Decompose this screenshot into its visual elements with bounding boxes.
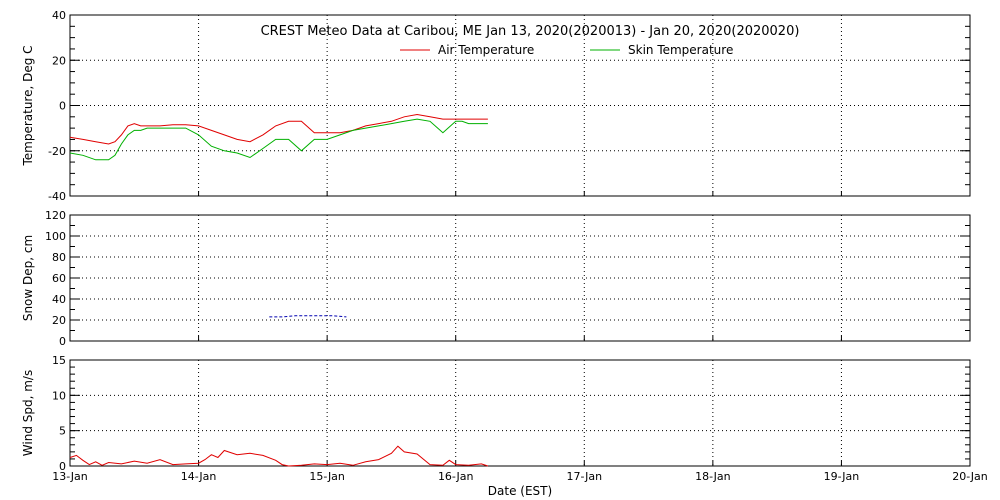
panel-1: -40 -20 0 20 40 Temperature, Deg C Air Tempera… — [21, 9, 971, 203]
y-tick-label: 15 — [52, 354, 66, 367]
y-tick-label: -40 — [48, 190, 66, 203]
panel-2: 0 20 40 60 80 100 120 Snow Dep, cm — [21, 209, 971, 348]
y-axis-label: Wind Spd, m/s — [21, 370, 35, 456]
x-tick-label: 15-Jan — [309, 470, 345, 483]
y-tick-label: 10 — [52, 389, 66, 402]
x-tick-label: 16-Jan — [438, 470, 474, 483]
x-tick-label: 14-Jan — [181, 470, 217, 483]
y-tick-label: 40 — [52, 293, 66, 306]
skin-temperature-line — [69, 118, 488, 161]
y-tick-label: 80 — [52, 251, 66, 264]
y-tick-label: 60 — [52, 272, 66, 285]
x-tick-label: 20-Jan — [952, 470, 988, 483]
legend-label: Skin Temperature — [628, 43, 733, 57]
y-tick-label: 120 — [45, 209, 66, 222]
x-tick-label: 18-Jan — [695, 470, 731, 483]
y-tick-label: -20 — [48, 145, 66, 158]
legend-label: Air Temperature — [438, 43, 534, 57]
y-tick-label: 20 — [52, 314, 66, 327]
series-line-1 — [69, 445, 489, 467]
y-tick-label: 40 — [52, 9, 66, 22]
air-temperature-line — [69, 113, 488, 145]
y-tick-label: 20 — [52, 54, 66, 67]
x-tick-label: 19-Jan — [824, 470, 860, 483]
x-axis-label: Date (EST) — [488, 484, 552, 498]
y-axis-label: Snow Dep, cm — [21, 235, 35, 321]
x-tick-label: 13-Jan — [52, 470, 88, 483]
y-tick-label: 5 — [59, 425, 66, 438]
chart-title: CREST Meteo Data at Caribou, ME Jan 13, … — [261, 24, 800, 39]
x-tick-label: 17-Jan — [567, 470, 603, 483]
plot-frame — [69, 359, 971, 467]
y-tick-label: 0 — [59, 100, 66, 113]
chart-panels: -40 -20 0 20 40 Temperature, Deg C Air Tempera… — [21, 9, 988, 483]
y-tick-label: 0 — [59, 335, 66, 348]
y-axis-label: Temperature, Deg C — [21, 45, 35, 166]
panel-3: 0 5 10 15 Wind Spd, m/s — [21, 354, 971, 473]
y-tick-label: 0 — [59, 460, 66, 473]
y-tick-label: 100 — [45, 230, 66, 243]
series-line-1 — [269, 315, 347, 318]
